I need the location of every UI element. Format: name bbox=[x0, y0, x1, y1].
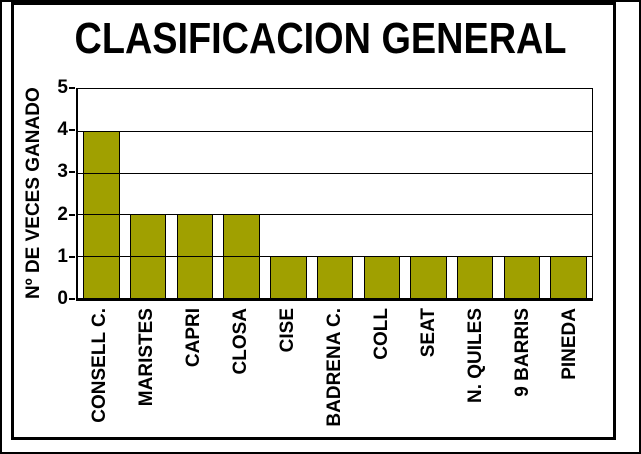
x-label-slot: CONSELL C. bbox=[76, 308, 123, 440]
bar-slot bbox=[545, 89, 592, 298]
gridline-y4 bbox=[78, 130, 592, 132]
y-tick-mark-5 bbox=[69, 87, 75, 89]
x-label-slot: COLL bbox=[358, 308, 405, 440]
bar-slot bbox=[171, 89, 218, 298]
bar-slot bbox=[358, 89, 405, 298]
x-axis-label-seat: SEAT bbox=[418, 308, 439, 358]
bar-cise bbox=[270, 256, 307, 298]
x-axis-labels: CONSELL C. MARISTES CAPRI CLOSA CISE BADRENA … bbox=[76, 308, 593, 440]
plot-area bbox=[76, 88, 593, 301]
x-axis-label-cise: CISE bbox=[277, 308, 298, 353]
x-axis-label-badrena-c: BADRENA C. bbox=[324, 308, 345, 427]
x-label-slot: CAPRI bbox=[170, 308, 217, 440]
y-tick-label-1: 1 bbox=[57, 245, 68, 267]
x-label-slot: 9 BARRIS bbox=[499, 308, 546, 440]
y-tick-mark-3 bbox=[69, 171, 75, 174]
y-axis-tick-marks bbox=[69, 87, 75, 300]
gridline-y3 bbox=[78, 172, 592, 174]
y-tick-label-3: 3 bbox=[57, 161, 68, 183]
gridline-y2 bbox=[78, 214, 592, 216]
bar-9-barris bbox=[503, 256, 541, 298]
bar-badrena-c bbox=[316, 256, 354, 298]
x-axis-label-consell-c: CONSELL C. bbox=[89, 308, 110, 423]
x-label-slot: N. QUILES bbox=[452, 308, 499, 440]
bar-n-quiles bbox=[457, 256, 494, 298]
x-label-slot: CISE bbox=[264, 308, 311, 440]
y-tick-mark-0 bbox=[69, 298, 75, 300]
x-axis-label-maristes: MARISTES bbox=[136, 308, 157, 407]
x-label-slot: SEAT bbox=[405, 308, 452, 440]
gridline-y1 bbox=[78, 256, 592, 258]
chart-title: CLASIFICACION GENERAL bbox=[74, 14, 567, 63]
y-tick-mark-1 bbox=[69, 255, 75, 258]
bar-slot bbox=[499, 89, 546, 298]
bars-row bbox=[78, 89, 592, 298]
x-label-slot: MARISTES bbox=[123, 308, 170, 440]
x-axis-label-pineda: PINEDA bbox=[559, 308, 580, 380]
bar-slot bbox=[452, 89, 499, 298]
y-tick-mark-2 bbox=[69, 213, 75, 216]
x-axis-label-closa: CLOSA bbox=[230, 308, 251, 375]
x-axis-label-coll: COLL bbox=[371, 308, 392, 360]
x-label-slot: BADRENA C. bbox=[311, 308, 358, 440]
y-tick-label-4: 4 bbox=[57, 119, 68, 141]
y-tick-mark-4 bbox=[69, 129, 75, 132]
chart-frame-border bbox=[11, 2, 616, 440]
bar-slot bbox=[312, 89, 359, 298]
x-label-slot: CLOSA bbox=[217, 308, 264, 440]
y-tick-label-5: 5 bbox=[57, 77, 68, 98]
bar-slot bbox=[125, 89, 172, 298]
bar-pineda bbox=[550, 256, 587, 298]
bar-slot bbox=[218, 89, 265, 298]
x-axis-label-9-barris: 9 BARRIS bbox=[512, 308, 533, 397]
bar-slot bbox=[265, 89, 312, 298]
bar-coll bbox=[363, 256, 400, 298]
x-axis-label-n-quiles: N. QUILES bbox=[465, 308, 486, 404]
y-tick-label-2: 2 bbox=[57, 203, 68, 225]
y-axis-tick-labels: 0 1 2 3 4 5 bbox=[38, 78, 68, 309]
bar-slot bbox=[405, 89, 452, 298]
bar-slot bbox=[78, 89, 125, 298]
x-label-slot: PINEDA bbox=[546, 308, 593, 440]
x-axis-label-capri: CAPRI bbox=[183, 308, 204, 368]
bar-seat bbox=[410, 256, 447, 298]
y-tick-label-0: 0 bbox=[57, 288, 68, 309]
